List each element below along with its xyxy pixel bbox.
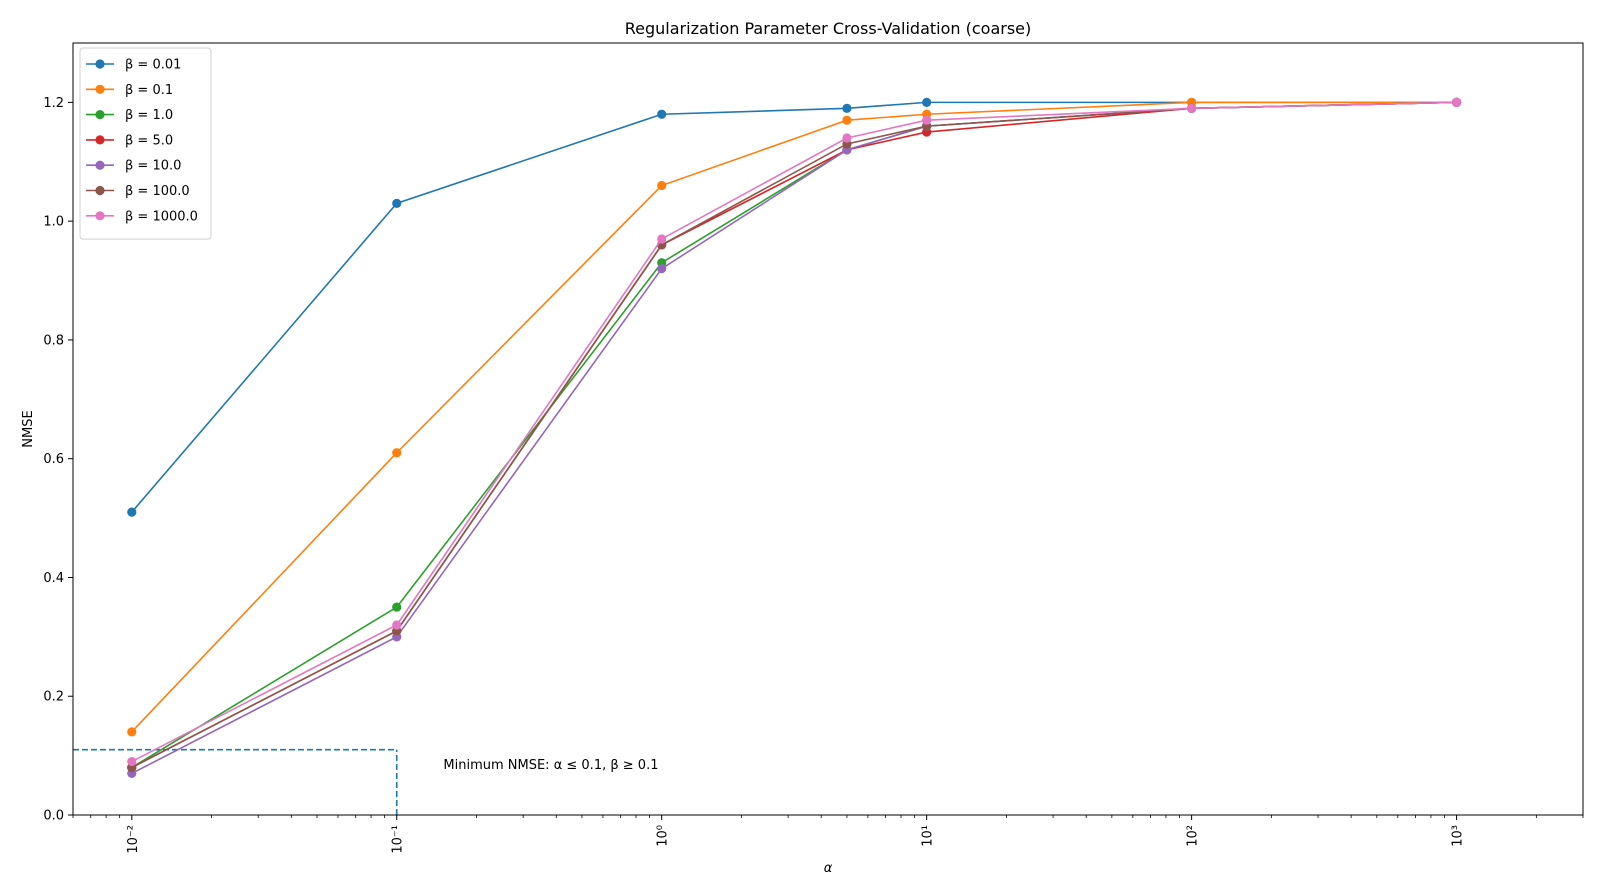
series — [127, 97, 1462, 767]
data-point — [392, 620, 402, 630]
minimum-annotation: Minimum NMSE: α ≤ 0.1, β ≥ 0.1 — [443, 758, 658, 773]
series — [127, 97, 1462, 773]
series — [127, 97, 1462, 773]
data-point — [657, 109, 667, 119]
y-tick-label: 0.0 — [43, 809, 64, 824]
y-tick-label: 1.0 — [43, 215, 64, 230]
legend-swatch-marker — [95, 84, 105, 94]
y-tick-label: 0.8 — [43, 333, 64, 348]
data-point — [392, 602, 402, 612]
x-tick-label: 10⁻² — [126, 825, 141, 854]
legend-label: β = 1000.0 — [125, 209, 198, 224]
data-point — [1187, 103, 1197, 113]
data-point — [922, 115, 932, 125]
x-tick-label: 10⁻¹ — [391, 825, 406, 854]
legend-label: β = 0.01 — [125, 58, 181, 73]
series-layer — [127, 97, 1462, 779]
x-tick-label: 10³ — [1451, 825, 1466, 847]
series — [127, 97, 1462, 737]
data-point — [1451, 97, 1462, 107]
y-axis-title: NMSE — [21, 410, 36, 447]
y-tick-label: 0.4 — [43, 571, 64, 586]
series-line — [131, 101, 1457, 733]
legend-label: β = 5.0 — [125, 133, 173, 148]
data-point — [657, 180, 667, 191]
x-tick-label: 10² — [1186, 825, 1201, 847]
series-line — [131, 101, 1457, 513]
series-line — [131, 101, 1457, 763]
minimum-reference-lines — [73, 748, 398, 815]
legend-swatch-marker — [95, 135, 105, 145]
data-point — [127, 727, 137, 737]
legend-swatch-marker — [95, 211, 105, 221]
data-point — [842, 103, 852, 113]
data-point — [392, 448, 402, 458]
series — [127, 97, 1462, 773]
data-point — [842, 115, 852, 125]
data-point — [657, 234, 667, 244]
legend-swatch-marker — [95, 160, 105, 170]
plot-frame — [72, 42, 1584, 816]
x-tick-label: 10¹ — [921, 825, 936, 847]
legend: β = 0.01 β = 0.1 β = 1.0 β = 5.0 β = 10.0 β =… — [79, 47, 212, 240]
data-point — [842, 133, 852, 143]
data-point — [127, 507, 137, 517]
legend-swatch-marker — [95, 59, 105, 69]
series — [127, 97, 1462, 779]
x-axis-title: α — [824, 861, 833, 874]
x-axis-ticks: 10⁻² 10⁻¹ 10⁰ 10¹ 10² 10³ — [72, 815, 1584, 854]
series-line — [131, 101, 1457, 769]
legend-label: β = 10.0 — [125, 159, 181, 174]
series-line — [131, 101, 1457, 769]
y-tick-label: 0.6 — [43, 452, 64, 467]
data-point — [127, 756, 137, 767]
chart-title: Regularization Parameter Cross-Validatio… — [625, 19, 1032, 38]
legend-swatch-marker — [95, 110, 105, 120]
legend-swatch-marker — [95, 185, 105, 196]
series-line — [131, 101, 1457, 769]
y-tick-label: 1.2 — [43, 96, 64, 111]
data-point — [922, 97, 932, 107]
legend-label: β = 1.0 — [125, 108, 173, 123]
series — [127, 97, 1462, 517]
legend-label: β = 0.1 — [125, 83, 173, 98]
legend-label: β = 100.0 — [125, 184, 190, 199]
y-tick-label: 0.2 — [43, 690, 64, 705]
series-line — [131, 101, 1457, 775]
x-tick-label: 10⁰ — [656, 825, 671, 847]
data-point — [392, 198, 402, 208]
legend-box — [79, 47, 212, 240]
data-point — [657, 264, 667, 274]
y-axis-ticks: 0.0 0.2 0.4 0.6 0.8 1.0 1.2 — [43, 96, 73, 824]
